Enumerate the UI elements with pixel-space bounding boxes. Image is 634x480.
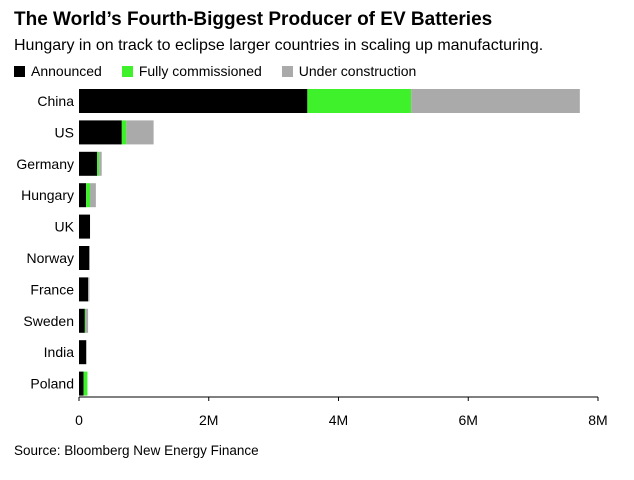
x-tick-label-2m: 2M [199,412,218,428]
bar-india-announced [79,340,87,365]
bar-poland-announced [79,371,84,396]
legend-item-under-construction: Under construction [281,63,417,79]
chart-subtitle: Hungary in on track to eclipse larger co… [14,37,544,54]
category-label-us: US [55,124,74,140]
bar-france-under-construction [88,277,90,302]
legend-label-under-construction: Under construction [298,63,417,79]
category-label-norway: Norway [27,250,74,266]
category-label-china: China [37,93,74,109]
x-tick-label-6m: 6M [459,412,478,428]
bar-france-announced [79,277,89,302]
bar-norway-announced [79,246,90,270]
bar-poland-fully-commissioned [83,371,88,396]
legend-swatch-under-construction [281,65,293,77]
bar-us-fully-commissioned [121,120,127,145]
chart-title: The World’s Fourth-Biggest Producer of E… [14,9,493,30]
bar-germany-announced [79,151,98,176]
category-label-india: India [44,344,75,360]
bar-hungary-fully-commissioned [86,183,91,208]
category-label-poland: Poland [30,376,74,392]
category-label-france: France [30,281,74,297]
bar-germany-fully-commissioned [97,151,100,176]
bar-germany-under-construction [99,151,102,176]
bar-hungary-under-construction [90,183,96,208]
bar-india-under-construction [86,340,87,365]
legend-label-announced: Announced [31,63,102,79]
bar-hungary-announced [79,183,87,208]
category-label-hungary: Hungary [21,187,74,203]
bar-china-under-construction [411,89,580,113]
bar-sweden-announced [79,308,85,333]
bar-us-announced [79,120,122,145]
legend: Announced Fully commissioned Under const… [14,63,436,79]
category-label-germany: Germany [16,156,74,172]
category-label-sweden: Sweden [23,313,74,329]
source-note: Source: Bloomberg New Energy Finance [14,443,259,458]
bar-uk-announced [79,214,91,239]
bar-china-announced [79,89,308,113]
x-tick-label-8m: 8M [588,412,607,428]
category-label-uk: UK [55,219,75,235]
legend-item-announced: Announced [14,63,102,79]
bar-sweden-under-construction [85,308,89,333]
x-tick-label-4m: 4M [329,412,348,428]
legend-label-fully-commissioned: Fully commissioned [138,63,262,79]
bar-china-fully-commissioned [307,89,412,113]
bar-sweden-fully-commissioned [84,308,86,333]
legend-swatch-fully-commissioned [121,65,133,77]
x-tick-label-0: 0 [75,412,83,428]
legend-item-fully-commissioned: Fully commissioned [121,63,262,79]
bar-us-under-construction [126,120,154,145]
legend-swatch-announced [14,65,25,77]
